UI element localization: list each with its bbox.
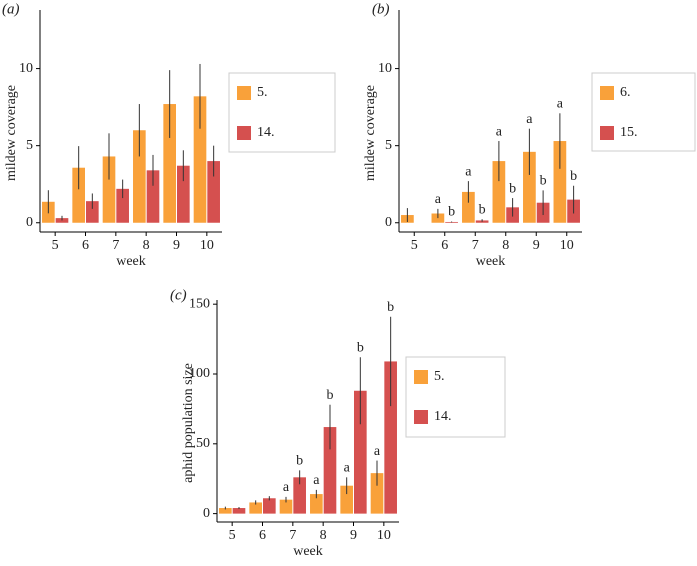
- x-tick-label: 10: [200, 238, 214, 253]
- bar: [523, 151, 536, 223]
- significance-letter: a: [283, 480, 290, 495]
- x-tick-label: 5: [229, 528, 236, 543]
- legend-swatch: [414, 410, 428, 424]
- legend-box: [591, 72, 696, 152]
- bar: [133, 130, 146, 223]
- significance-letter: b: [296, 454, 303, 469]
- significance-letter: b: [448, 205, 455, 220]
- y-tick-label: 0: [385, 215, 392, 230]
- x-tick-label: 8: [320, 528, 327, 543]
- panel-label: (c): [170, 287, 187, 303]
- y-tick-label: 10: [378, 61, 392, 76]
- x-axis-title: week: [116, 254, 146, 269]
- bar: [72, 167, 85, 223]
- legend-label: 14.: [257, 125, 275, 140]
- bar: [340, 485, 353, 514]
- x-tick-label: 5: [52, 238, 59, 253]
- y-axis-title: aphid population size: [181, 363, 196, 483]
- bar: [163, 104, 176, 223]
- y-tick-label: 150: [189, 296, 210, 311]
- bar: [219, 508, 232, 514]
- x-axis-title: week: [293, 544, 323, 559]
- bar: [323, 427, 337, 514]
- y-tick-label: 100: [189, 366, 210, 381]
- x-tick-label: 6: [259, 528, 266, 543]
- x-tick-label: 9: [533, 238, 540, 253]
- panel-label: (a): [2, 1, 20, 17]
- legend-swatch: [237, 126, 251, 140]
- significance-letter: a: [435, 192, 442, 207]
- significance-letter: b: [326, 388, 333, 403]
- legend-label: 6.: [620, 85, 631, 100]
- y-tick-label: 10: [19, 61, 33, 76]
- x-tick-label: 6: [82, 238, 89, 253]
- x-tick-label: 8: [502, 238, 509, 253]
- x-tick-label: 10: [560, 238, 574, 253]
- x-tick-label: 6: [441, 238, 448, 253]
- significance-letter: a: [374, 444, 381, 459]
- significance-letter: b: [570, 169, 577, 184]
- legend-label: 14.: [434, 409, 452, 424]
- bar: [146, 170, 160, 223]
- x-tick-label: 7: [289, 528, 296, 543]
- x-tick-label: 10: [377, 528, 391, 543]
- bar: [492, 161, 506, 223]
- bar: [553, 141, 567, 223]
- significance-letter: a: [465, 164, 472, 179]
- bar: [279, 499, 293, 514]
- x-tick-label: 7: [472, 238, 479, 253]
- y-axis-title: mildew coverage: [363, 85, 378, 181]
- significance-letter: b: [509, 181, 516, 196]
- significance-letter: b: [540, 174, 547, 189]
- y-tick-label: 0: [203, 506, 210, 521]
- bar: [310, 494, 323, 514]
- significance-letter: a: [526, 112, 533, 127]
- bar: [249, 502, 262, 514]
- x-tick-label: 8: [143, 238, 150, 253]
- legend-label: 5.: [434, 369, 445, 384]
- significance-letter: b: [387, 300, 394, 315]
- legend-label: 5.: [257, 85, 268, 100]
- bar: [354, 390, 367, 514]
- bar: [102, 156, 116, 223]
- significance-letter: b: [357, 340, 364, 355]
- y-tick-label: 5: [385, 138, 392, 153]
- legend-swatch: [414, 370, 428, 384]
- legend-box: [405, 356, 506, 438]
- legend-swatch: [237, 86, 251, 100]
- bar: [177, 165, 190, 223]
- legend-label: 15.: [620, 125, 638, 140]
- bar: [263, 498, 276, 514]
- bar: [462, 191, 475, 223]
- y-axis-title: mildew coverage: [4, 85, 19, 181]
- bar: [193, 96, 207, 223]
- significance-letter: a: [557, 97, 564, 112]
- bar: [232, 508, 246, 514]
- bar: [86, 201, 99, 223]
- legend-box: [228, 72, 336, 153]
- significance-letter: a: [313, 473, 320, 488]
- significance-letter: a: [496, 124, 503, 139]
- legend-swatch: [600, 126, 614, 140]
- bar: [370, 473, 384, 514]
- x-tick-label: 9: [173, 238, 180, 253]
- panel-label: (b): [372, 1, 390, 17]
- x-tick-label: 9: [350, 528, 357, 543]
- bar: [207, 161, 220, 223]
- significance-letter: b: [479, 202, 486, 217]
- y-tick-label: 0: [26, 215, 33, 230]
- y-tick-label: 50: [196, 436, 210, 451]
- x-tick-label: 7: [112, 238, 119, 253]
- bar: [293, 477, 306, 514]
- bar: [116, 188, 129, 223]
- legend-swatch: [600, 86, 614, 100]
- bar: [384, 361, 397, 514]
- x-tick-label: 5: [411, 238, 418, 253]
- significance-letter: a: [344, 461, 351, 476]
- x-axis-title: week: [476, 254, 506, 269]
- y-tick-label: 5: [26, 138, 33, 153]
